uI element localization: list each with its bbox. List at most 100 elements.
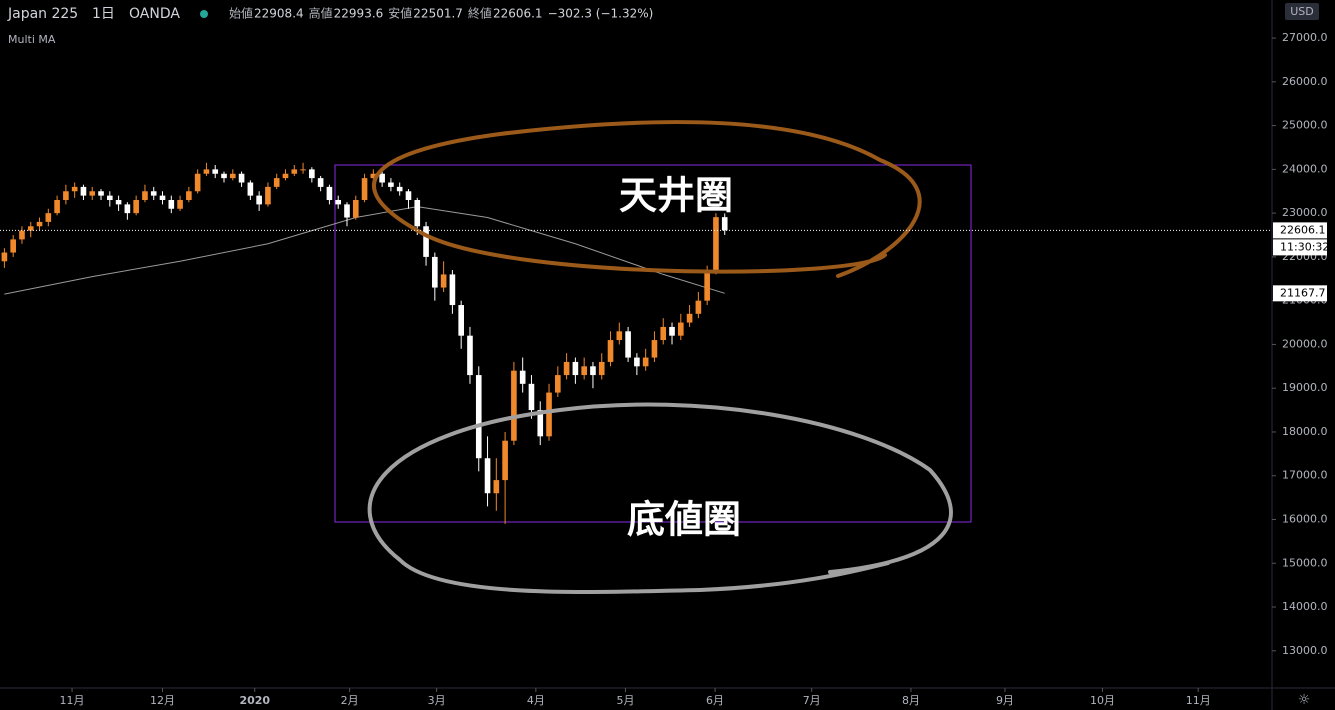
candle-body xyxy=(80,186,87,196)
candle-body xyxy=(695,300,702,314)
candle-body xyxy=(335,200,342,205)
candle-body xyxy=(546,392,552,437)
bottom-zone-ellipse xyxy=(367,402,953,594)
candle-body xyxy=(686,313,693,323)
candle-body xyxy=(423,226,429,257)
candle-body xyxy=(19,230,25,240)
countdown: 11:30:32 xyxy=(1280,240,1329,253)
y-tick-label: 24000.0 xyxy=(1282,162,1328,175)
candle-body xyxy=(704,270,710,301)
candle-body xyxy=(432,256,438,288)
currency-badge[interactable] xyxy=(1285,3,1319,20)
y-tick-label: 26000.0 xyxy=(1282,75,1328,88)
candle-body xyxy=(142,191,148,201)
indicator-name: Multi MA xyxy=(8,33,56,46)
candle-body xyxy=(238,173,245,183)
y-tick-label: 20000.0 xyxy=(1282,337,1328,350)
candle-body xyxy=(282,173,289,179)
candle-body xyxy=(475,375,482,459)
candle-body xyxy=(326,186,333,201)
plot xyxy=(1,162,728,524)
candle-body xyxy=(361,178,368,201)
candle-body xyxy=(27,226,34,231)
candle-body xyxy=(194,173,201,192)
candle-body xyxy=(317,178,324,187)
x-tick-label: 8月 xyxy=(902,694,920,707)
candle-body xyxy=(54,200,60,214)
candle-body xyxy=(563,361,570,376)
candle-body xyxy=(45,213,52,222)
candle-body xyxy=(291,169,298,174)
top-zone-ellipse xyxy=(371,120,922,278)
y-tick-label: 13000.0 xyxy=(1282,644,1328,657)
candle-body xyxy=(370,173,377,179)
candle-body xyxy=(449,274,456,306)
candle-body xyxy=(344,204,350,218)
x-tick-label: 12月 xyxy=(150,694,175,707)
candle-body xyxy=(713,217,719,271)
candle-body xyxy=(634,357,640,367)
ma-line xyxy=(4,206,725,295)
candle-body xyxy=(669,326,675,336)
candle-body xyxy=(265,186,271,205)
candle-body xyxy=(1,252,8,262)
ohlc-value: 22993.6 xyxy=(334,7,384,21)
candle-body xyxy=(721,217,728,231)
candle-body xyxy=(273,178,280,187)
candle-body xyxy=(212,169,219,174)
candle-body xyxy=(309,169,315,179)
x-tick-label: 10月 xyxy=(1090,694,1115,707)
currency: USD xyxy=(1290,5,1314,18)
candle-body xyxy=(168,200,175,209)
candle-body xyxy=(414,200,421,227)
ohlc-value: 22501.7 xyxy=(413,7,463,21)
candle-body xyxy=(300,169,306,171)
candle-body xyxy=(467,335,473,376)
x-tick-label: 9月 xyxy=(996,694,1014,707)
y-tick-label: 14000.0 xyxy=(1282,600,1328,613)
candle-body xyxy=(379,173,385,183)
ohlc-label: 高値 xyxy=(309,6,333,21)
candle-body xyxy=(660,326,667,341)
candle-body xyxy=(150,191,157,196)
candle-body xyxy=(598,361,605,376)
y-tick-label: 19000.0 xyxy=(1282,381,1328,394)
y-tick-label: 18000.0 xyxy=(1282,425,1328,438)
candle-body xyxy=(642,357,649,367)
y-tick-label: 27000.0 xyxy=(1282,31,1328,44)
candle-body xyxy=(247,182,254,196)
settings-icon[interactable]: ☼ xyxy=(1298,692,1311,708)
candle-body xyxy=(616,331,623,341)
change: −302.3 (−1.32%) xyxy=(548,7,654,21)
x-tick-label: 11月 xyxy=(60,694,85,707)
candle-body xyxy=(511,370,517,441)
x-tick-label: 6月 xyxy=(706,694,724,707)
interval: 1日 xyxy=(92,6,115,22)
candle-body xyxy=(651,340,658,358)
candle-body xyxy=(502,440,508,481)
y-tick-label: 15000.0 xyxy=(1282,556,1328,569)
candle-body xyxy=(106,195,113,201)
market-status xyxy=(200,10,208,18)
range-box xyxy=(334,164,972,523)
candle-body xyxy=(115,200,122,205)
ma-price: 21167.7 xyxy=(1280,286,1326,299)
ohlc-label: 終値 xyxy=(468,6,492,21)
symbol: Japan 225 xyxy=(7,6,78,22)
candle-body xyxy=(677,322,684,336)
x-tick-label: 11月 xyxy=(1186,694,1211,707)
candle-body xyxy=(203,169,210,174)
candle-body xyxy=(590,366,596,376)
candle-body xyxy=(484,458,491,494)
candle-body xyxy=(98,191,104,196)
candle-body xyxy=(36,221,43,227)
candle-body xyxy=(405,191,412,201)
candle-body xyxy=(124,204,131,214)
candle-body xyxy=(186,191,192,201)
y-tick-label: 17000.0 xyxy=(1282,469,1328,482)
candle-body xyxy=(625,331,631,358)
x-tick-label: 5月 xyxy=(616,694,634,707)
ma-price-tag xyxy=(1273,285,1327,302)
